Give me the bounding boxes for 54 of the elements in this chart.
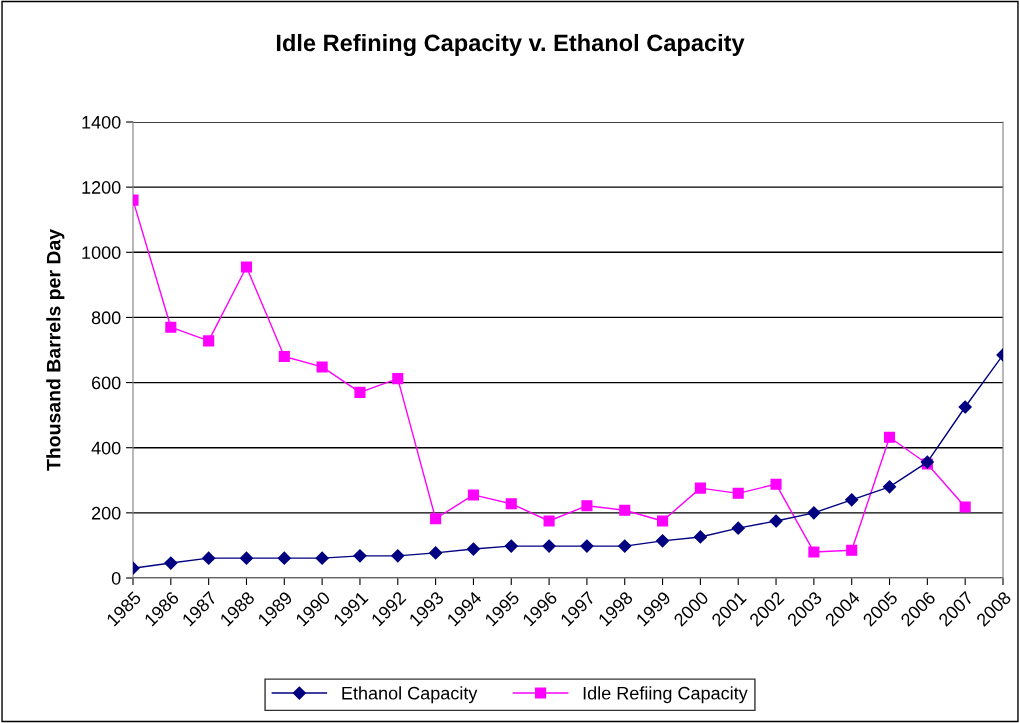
point	[694, 482, 706, 494]
point	[846, 544, 858, 556]
y-tick-label: 1000	[82, 246, 121, 260]
point	[504, 539, 518, 553]
legend-label: Ethanol Capacity	[342, 686, 478, 704]
point	[467, 489, 479, 501]
point	[354, 386, 366, 398]
point	[505, 498, 517, 510]
point	[580, 539, 594, 553]
point	[883, 431, 896, 443]
point	[277, 551, 291, 565]
point	[845, 493, 859, 507]
point	[542, 539, 556, 553]
point	[392, 373, 404, 385]
point	[882, 480, 897, 494]
y-tick-label: 1200	[82, 181, 121, 194]
point	[543, 515, 555, 527]
point	[353, 549, 367, 563]
y-tick-label: 800	[91, 311, 121, 325]
point	[958, 400, 972, 414]
point	[429, 546, 443, 560]
point	[391, 549, 405, 563]
point	[655, 534, 670, 548]
point	[619, 504, 631, 516]
point	[807, 506, 821, 520]
point	[430, 513, 442, 525]
point	[315, 551, 329, 565]
y-tick-label: 400	[91, 441, 121, 455]
point	[808, 546, 820, 558]
point	[239, 551, 254, 565]
point	[278, 350, 290, 363]
legend-label: Idle Refiing Capacity	[583, 686, 748, 704]
y-tick-label: 200	[91, 506, 121, 520]
point	[316, 361, 328, 373]
point	[466, 542, 481, 556]
point	[731, 521, 745, 535]
point	[693, 530, 707, 544]
point	[240, 261, 253, 273]
point	[770, 478, 782, 490]
point	[657, 515, 669, 527]
chart-title: Idle Refining Capacity v. Ethanol Capacity	[276, 33, 745, 57]
y-tick-label: 0	[111, 571, 121, 585]
point	[732, 487, 744, 499]
point	[581, 500, 593, 512]
y-axis-title: Thousand Barrels per Day	[46, 229, 65, 471]
y-tick-label: 600	[91, 376, 121, 390]
point	[618, 539, 632, 553]
point	[959, 501, 971, 513]
point	[769, 514, 783, 528]
point	[164, 556, 178, 570]
point	[165, 321, 177, 333]
point	[203, 335, 215, 347]
point	[202, 551, 216, 565]
y-tick-label: 1400	[82, 115, 121, 129]
